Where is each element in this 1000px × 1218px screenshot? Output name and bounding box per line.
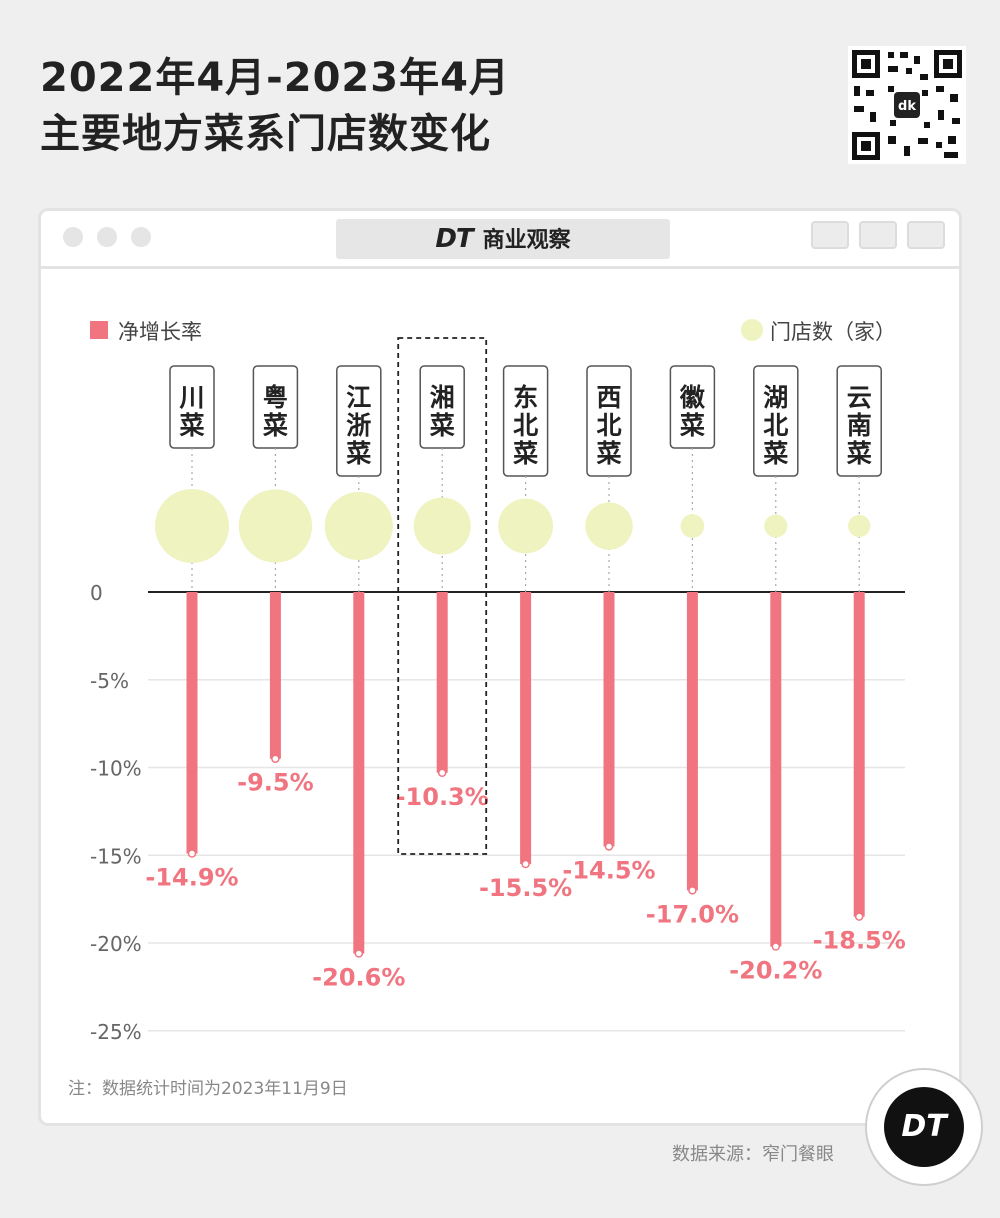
data-source: 数据来源：窄门餐眼 bbox=[672, 1144, 834, 1165]
y-tick-label: -25% bbox=[90, 1020, 142, 1044]
category-group: 东北菜 -15.5% bbox=[479, 365, 572, 902]
store-count-bubble bbox=[585, 502, 633, 550]
category-label: 江浙菜 bbox=[345, 383, 371, 468]
title-line-2: 主要地方菜系门店数变化 bbox=[40, 111, 491, 157]
value-label: -9.5% bbox=[237, 769, 314, 797]
dt-logo-text: DT bbox=[884, 1087, 964, 1167]
growth-bar bbox=[853, 592, 865, 917]
category-label: 云南菜 bbox=[846, 383, 872, 468]
category-group: 粤菜 -9.5% bbox=[237, 365, 314, 797]
category-label: 粤菜 bbox=[262, 383, 288, 440]
brand-tab: DT 商业观察 bbox=[336, 219, 670, 259]
y-tick-label: -20% bbox=[90, 932, 142, 956]
window-icon[interactable] bbox=[907, 221, 945, 249]
bar-end-dot bbox=[688, 886, 697, 895]
chart-window: DT 商业观察 bbox=[38, 208, 962, 1126]
qr-code: dk bbox=[848, 46, 966, 164]
growth-bar bbox=[770, 592, 782, 947]
growth-bar bbox=[269, 592, 281, 759]
value-label: -14.5% bbox=[562, 856, 655, 884]
category-group: 湘菜 -10.3% bbox=[396, 337, 489, 855]
legend: 净增长率 门店数（家） bbox=[90, 319, 896, 344]
category-label: 徽菜 bbox=[679, 383, 706, 440]
value-label: -10.3% bbox=[396, 783, 489, 811]
brand-name: 商业观察 bbox=[482, 228, 571, 253]
store-count-bubble bbox=[680, 514, 705, 538]
bar-end-dot bbox=[854, 912, 864, 921]
category-label: 湘菜 bbox=[429, 383, 455, 440]
value-label: -20.6% bbox=[312, 964, 405, 992]
bar-end-dot bbox=[771, 942, 781, 951]
chart-title: 2022年4月-2023年4月 主要地方菜系门店数变化 bbox=[40, 50, 510, 162]
bar-end-dot bbox=[604, 842, 614, 851]
record-icon[interactable] bbox=[811, 221, 849, 249]
value-label: -15.5% bbox=[479, 874, 572, 902]
y-tick-label: 0 bbox=[90, 581, 103, 605]
y-tick-label: -5% bbox=[90, 669, 129, 693]
value-label: -17.0% bbox=[646, 900, 739, 928]
dt-logo: DT bbox=[865, 1068, 983, 1186]
bar-end-dot bbox=[521, 859, 530, 869]
close-icon[interactable] bbox=[63, 227, 83, 247]
category-group: 湖北菜 -20.2% bbox=[729, 365, 822, 985]
legend-bar-swatch bbox=[90, 321, 108, 339]
growth-bar bbox=[603, 592, 615, 847]
category-group: 川菜 -14.9% bbox=[145, 365, 239, 891]
value-label: -18.5% bbox=[813, 927, 906, 955]
title-line-1: 2022年4月-2023年4月 bbox=[40, 55, 510, 101]
store-count-bubble bbox=[764, 514, 788, 538]
category-group: 江浙菜 -20.6% bbox=[312, 365, 405, 992]
category-label: 湖北菜 bbox=[762, 383, 788, 468]
category-group: 徽菜 -17.0% bbox=[646, 365, 739, 928]
legend-bubble-swatch bbox=[741, 319, 763, 341]
growth-bar bbox=[686, 592, 698, 891]
store-count-bubble bbox=[155, 489, 229, 563]
svg-text:dk: dk bbox=[898, 99, 916, 114]
store-count-bubble bbox=[324, 491, 393, 561]
minimize-icon[interactable] bbox=[97, 227, 117, 247]
share-icon[interactable] bbox=[859, 221, 897, 249]
legend-bar-label: 净增长率 bbox=[118, 320, 202, 344]
footnote: 注：数据统计时间为2023年11月9日 bbox=[68, 1079, 348, 1099]
store-count-bubble bbox=[413, 497, 471, 555]
value-label: -14.9% bbox=[145, 863, 238, 891]
value-label: -20.2% bbox=[729, 957, 822, 985]
bar-end-dot bbox=[437, 768, 447, 778]
category-label: 东北菜 bbox=[512, 383, 538, 468]
brand-logo: DT bbox=[435, 224, 473, 254]
category-group: 云南菜 -18.5% bbox=[813, 365, 906, 955]
growth-bar bbox=[436, 592, 448, 773]
legend-bubble-label: 门店数（家） bbox=[770, 320, 896, 344]
settings-icon[interactable] bbox=[131, 227, 151, 247]
window-titlebar: DT 商业观察 bbox=[41, 211, 959, 269]
bar-end-dot bbox=[271, 754, 280, 763]
growth-bar bbox=[520, 592, 532, 865]
y-tick-label: -10% bbox=[90, 757, 142, 781]
store-count-bubble bbox=[498, 498, 553, 554]
bar-end-dot bbox=[354, 949, 364, 958]
bar-end-dot bbox=[187, 849, 197, 858]
growth-bar bbox=[186, 592, 198, 854]
category-label: 西北菜 bbox=[595, 383, 621, 468]
store-count-bubble bbox=[848, 514, 871, 538]
growth-bar bbox=[353, 592, 365, 954]
y-tick-label: -15% bbox=[90, 844, 142, 868]
category-group: 西北菜 -14.5% bbox=[562, 365, 656, 884]
category-label: 川菜 bbox=[178, 383, 204, 440]
highlight-frame bbox=[397, 337, 488, 855]
store-count-bubble bbox=[238, 489, 313, 563]
